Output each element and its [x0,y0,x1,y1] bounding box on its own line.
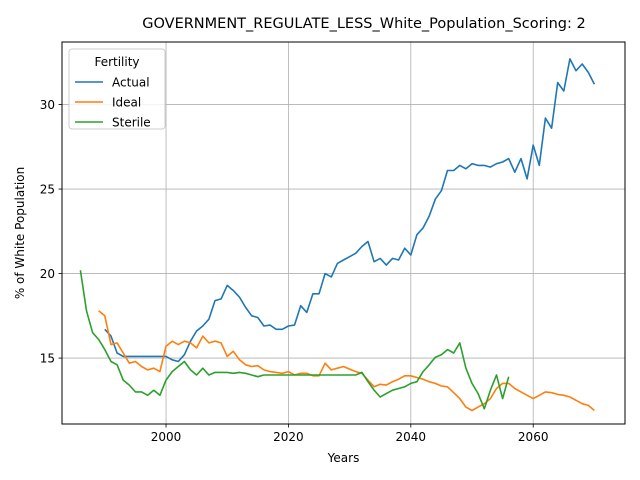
series-line-sterile [79,270,510,410]
series-line-actual [104,58,596,363]
y-axis: 15 20 25 30 [40,98,62,366]
y-tick-label: 20 [40,267,55,281]
grid [62,42,625,424]
y-tick-label: 30 [40,98,55,112]
legend: Fertility Actual Ideal Sterile [68,48,166,130]
legend-label-sterile: Sterile [112,116,151,130]
y-tick-label: 15 [40,352,55,366]
x-tick-label: 2020 [273,430,304,444]
chart-title: GOVERNMENT_REGULATE_LESS_White_Populatio… [142,16,585,32]
y-tick-label: 25 [40,183,55,197]
legend-title: Fertility [94,55,139,69]
x-tick-label: 2000 [151,430,182,444]
x-axis: 2000 2020 2040 2060 [151,424,549,444]
series-line-ideal [98,310,595,412]
plot-area [61,41,626,425]
x-axis-label: Years [327,451,360,465]
legend-label-ideal: Ideal [112,96,141,110]
y-axis-label: % of White Population [13,167,27,299]
x-tick-label: 2040 [396,430,427,444]
legend-box [68,48,166,130]
series-lines [79,58,596,412]
legend-label-actual: Actual [112,76,150,90]
x-tick-label: 2060 [518,430,549,444]
